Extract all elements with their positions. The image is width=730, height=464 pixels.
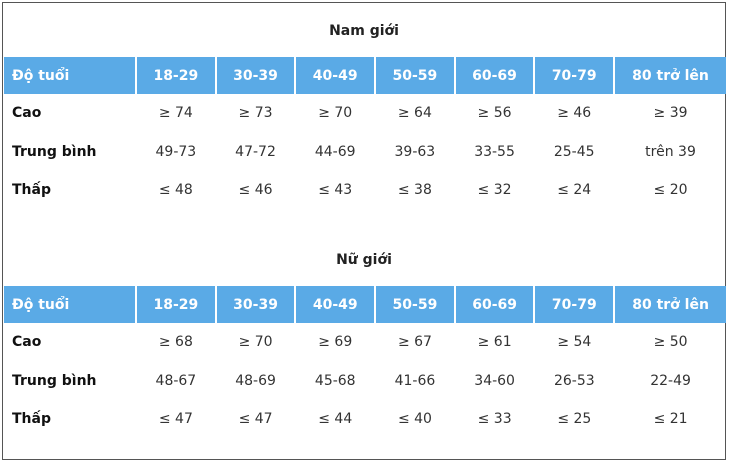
header-cell: 50-59 — [376, 286, 454, 323]
header-cell: 70-79 — [535, 57, 614, 94]
data-cell: ≤ 32 — [477, 182, 512, 199]
data-row: Trung bình 49-73 47-72 44-69 39-63 33-55 25-45… — [4, 133, 726, 172]
data-cell: ≤ 48 — [158, 182, 193, 199]
header-cell: Độ tuổi — [4, 286, 136, 323]
header-cell: 80 trở lên — [615, 57, 726, 94]
data-cell: ≥ 39 — [653, 105, 688, 122]
data-cell: Cao — [12, 105, 42, 122]
data-table: Độ tuổi 18-29 30-39 40-49 50-59 60-69 70-79 80 … — [2, 57, 728, 210]
data-cell: ≥ 46 — [557, 105, 592, 122]
data-cell: ≤ 33 — [477, 411, 512, 428]
header-cell: 40-49 — [296, 57, 375, 94]
data-cell: ≤ 38 — [397, 182, 432, 199]
data-cell: 22-49 — [650, 372, 691, 389]
data-cell: Trung bình — [12, 143, 97, 160]
data-cell: 34-60 — [474, 372, 515, 389]
data-cell: ≤ 40 — [397, 411, 432, 428]
data-cell: Thấp — [12, 411, 51, 428]
data-cell: ≥ 69 — [318, 334, 353, 351]
data-cell: Cao — [12, 334, 42, 351]
data-cell: ≥ 67 — [397, 334, 432, 351]
table-title: Nam giới — [329, 23, 399, 39]
data-cell: ≤ 24 — [557, 182, 592, 199]
data-cell: Trung bình — [12, 372, 97, 389]
header-row: Độ tuổi 18-29 30-39 40-49 50-59 60-69 70-79 80 … — [4, 57, 726, 94]
data-cell: 33-55 — [474, 143, 515, 160]
data-row: Cao ≥ 74 ≥ 73 ≥ 70 ≥ 64 ≥ 56 ≥ 46 ≥ 39 — [4, 94, 726, 133]
data-cell: 45-68 — [314, 372, 356, 389]
header-cell: 60-69 — [455, 57, 534, 94]
data-cell: ≥ 64 — [397, 105, 432, 122]
data-cell: 47-72 — [235, 143, 276, 160]
data-cell: ≥ 73 — [238, 105, 273, 122]
data-cell: ≥ 70 — [238, 334, 273, 351]
data-cell: ≥ 74 — [158, 105, 193, 122]
data-cell: ≤ 25 — [557, 411, 592, 428]
data-cell: ≤ 44 — [318, 411, 353, 428]
header-cell: 80 trở lên — [615, 286, 726, 323]
data-cell: 41-66 — [394, 372, 436, 389]
data-cell: Thấp — [12, 182, 51, 199]
header-row: Độ tuổi 18-29 30-39 40-49 50-59 60-69 70-79 80 … — [4, 286, 726, 323]
frame: Nam giới Độ tuổi 18-29 30-39 40-49 50-59 60-69… — [2, 2, 726, 460]
table-block: Nam giới Độ tuổi 18-29 30-39 40-49 50-59 60-69… — [2, 21, 728, 210]
header-cell: 18-29 — [137, 57, 215, 94]
data-cell: ≥ 56 — [477, 105, 512, 122]
data-cell: 39-63 — [394, 143, 436, 160]
data-cell: ≤ 21 — [653, 411, 688, 428]
data-cell: ≤ 46 — [238, 182, 273, 199]
table-title: Nữ giới — [336, 252, 392, 268]
header-cell: 60-69 — [455, 286, 534, 323]
header-cell: 30-39 — [216, 286, 295, 323]
data-cell: ≥ 68 — [158, 334, 193, 351]
data-cell: ≥ 54 — [557, 334, 592, 351]
data-cell: 25-45 — [553, 143, 595, 160]
data-row: Cao ≥ 68 ≥ 70 ≥ 69 ≥ 67 ≥ 61 ≥ 54 ≥ 50 — [4, 323, 726, 362]
data-cell: ≤ 43 — [318, 182, 353, 199]
data-cell: ≥ 70 — [318, 105, 353, 122]
header-cell: 18-29 — [137, 286, 215, 323]
table-block: Nữ giới Độ tuổi 18-29 30-39 40-49 50-59 60-69 7… — [2, 250, 728, 439]
data-row: Thấp ≤ 48 ≤ 46 ≤ 43 ≤ 38 ≤ 32 ≤ 24 ≤ 20 — [4, 171, 726, 210]
data-row: Trung bình 48-67 48-69 45-68 41-66 34-60 26-53… — [4, 362, 726, 401]
data-cell: ≥ 50 — [653, 334, 688, 351]
data-cell: 48-67 — [155, 372, 197, 389]
data-cell: ≥ 61 — [477, 334, 512, 351]
data-cell: 26-53 — [553, 372, 595, 389]
header-cell: 40-49 — [296, 286, 375, 323]
data-cell: 48-69 — [235, 372, 276, 389]
data-row: Thấp ≤ 47 ≤ 47 ≤ 44 ≤ 40 ≤ 33 ≤ 25 ≤ 21 — [4, 400, 726, 439]
header-cell: Độ tuổi — [4, 57, 136, 94]
data-cell: ≤ 47 — [158, 411, 193, 428]
data-cell: ≤ 47 — [238, 411, 273, 428]
data-cell: ≤ 20 — [653, 182, 688, 199]
data-cell: trên 39 — [645, 143, 696, 160]
header-cell: 50-59 — [376, 57, 454, 94]
header-cell: 70-79 — [535, 286, 614, 323]
data-cell: 44-69 — [314, 143, 356, 160]
data-cell: 49-73 — [155, 143, 197, 160]
header-cell: 30-39 — [216, 57, 295, 94]
data-table: Độ tuổi 18-29 30-39 40-49 50-59 60-69 70-79 80 … — [2, 286, 728, 439]
